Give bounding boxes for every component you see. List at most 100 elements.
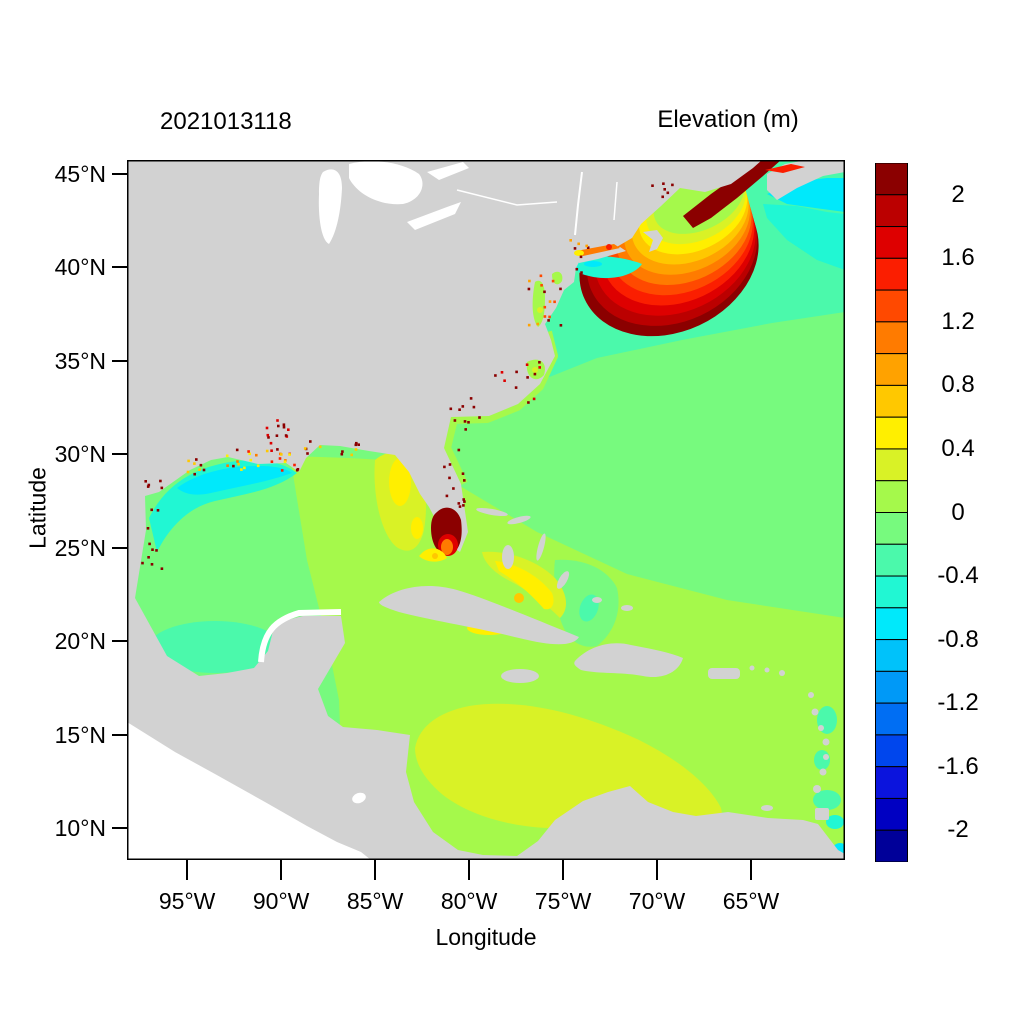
colorbar-cell <box>875 353 908 386</box>
speckle-dot <box>543 290 546 294</box>
speckle-dot <box>532 397 536 401</box>
speckle-dot <box>527 401 530 404</box>
colorbar-tick-label: -1.2 <box>937 689 979 717</box>
y-tick-label: 10°N <box>54 815 106 842</box>
speckle-dot <box>651 184 654 187</box>
speckle-dot <box>445 494 449 498</box>
speckle-dot <box>569 239 572 242</box>
speckle-dot <box>270 460 274 463</box>
speckle-dot <box>150 563 154 566</box>
bay-of-fundy-arm <box>683 160 781 228</box>
colorbar-cell <box>875 766 908 799</box>
colorbar-cell <box>875 163 908 196</box>
speckle-dot <box>467 421 470 424</box>
speckle-dot <box>249 458 253 462</box>
speckle-dot <box>671 183 674 187</box>
speckle-dot <box>236 460 239 463</box>
y-tick-mark <box>112 359 127 362</box>
speckle-dot <box>464 428 467 431</box>
speckle-dot <box>193 462 196 465</box>
speckle-dot <box>452 487 455 490</box>
speckle-dot <box>295 468 299 472</box>
trinidad-cyan <box>826 815 844 829</box>
trinidad-teal <box>813 790 841 810</box>
colorbar-cell <box>875 448 908 482</box>
y-tick-mark <box>112 640 127 643</box>
colorbar-cell <box>875 702 908 736</box>
colorbar-cell <box>875 670 908 704</box>
speckle-dot <box>276 448 279 451</box>
y-tick-label: 20°N <box>54 628 106 655</box>
speckle-dot <box>278 457 282 460</box>
great-lakes <box>318 161 469 244</box>
x-tick-label: 70°W <box>628 888 686 914</box>
speckle-dot <box>288 453 291 456</box>
x-tick-label: 90°W <box>252 888 310 914</box>
speckle-dot <box>458 505 462 508</box>
speckle-dot <box>540 284 543 287</box>
speckle-dot <box>457 448 461 452</box>
speckle-dot <box>309 440 312 443</box>
speckle-dot <box>148 542 151 546</box>
speckle-dot <box>150 508 153 512</box>
ocean-novascotia-cyan-outer <box>763 204 845 270</box>
speckle-dot <box>573 247 577 250</box>
colorbar-cell <box>875 797 908 831</box>
speckle-dot <box>575 267 579 271</box>
speckle-dot <box>503 379 506 382</box>
colorbar-tick-label: 1.6 <box>941 244 975 272</box>
speckle-dot <box>463 479 466 482</box>
speckle-dot <box>469 397 473 400</box>
speckle-dot <box>448 476 451 480</box>
speckle-dot <box>283 460 287 463</box>
speckle-dot <box>226 464 229 467</box>
bahamas-amber-dot <box>514 593 524 603</box>
speckle-dot <box>547 319 550 322</box>
speckle-dot <box>267 436 270 439</box>
speckle-dot <box>539 274 543 278</box>
speckle-dot <box>141 561 144 565</box>
y-tick-label: 25°N <box>54 534 106 561</box>
x-tick-mark <box>750 860 753 880</box>
speckle-dot <box>527 287 531 291</box>
speckle-dot <box>155 549 158 552</box>
speckle-dot <box>265 426 269 430</box>
colorbar-cell <box>875 734 908 768</box>
x-tick-mark <box>186 860 189 880</box>
speckle-dot <box>586 246 590 249</box>
x-tick-mark <box>374 860 377 880</box>
out-of-domain-pacific <box>127 722 371 860</box>
y-tick-mark <box>112 453 127 456</box>
rivers <box>456 171 618 236</box>
speckle-dot <box>350 453 353 457</box>
speckle-dot <box>340 452 344 456</box>
x-tick-mark <box>468 860 471 880</box>
y-tick-mark <box>112 266 127 269</box>
speckle-dot <box>232 464 235 468</box>
speckle-dot <box>463 420 467 423</box>
speckle-dot <box>144 480 147 483</box>
x-tick-label: 65°W <box>722 888 780 914</box>
speckle-dot <box>585 244 588 248</box>
speckle-dot <box>548 315 551 319</box>
speckle-dot <box>277 424 280 428</box>
speckle-dot <box>538 361 541 364</box>
land-cape-cod <box>643 230 663 252</box>
speckle-dot <box>280 469 284 472</box>
speckle-dot <box>225 454 229 458</box>
land-jamaica <box>501 669 539 683</box>
speckle-dot <box>282 423 286 426</box>
speckle-dot <box>146 485 150 488</box>
speckle-dot <box>248 452 251 456</box>
speckle-dot <box>269 441 273 445</box>
y-tick-label: 45°N <box>54 160 106 187</box>
speckle-dot <box>538 366 541 369</box>
speckle-dot <box>559 324 563 327</box>
land-bahamas-islets <box>476 507 633 611</box>
map-plot-area <box>127 160 845 860</box>
speckle-dot <box>270 449 273 452</box>
colorbar-cell <box>875 639 908 672</box>
plot-border <box>127 160 845 860</box>
minas-red-sliver <box>765 164 805 173</box>
speckle-dot <box>284 434 288 437</box>
